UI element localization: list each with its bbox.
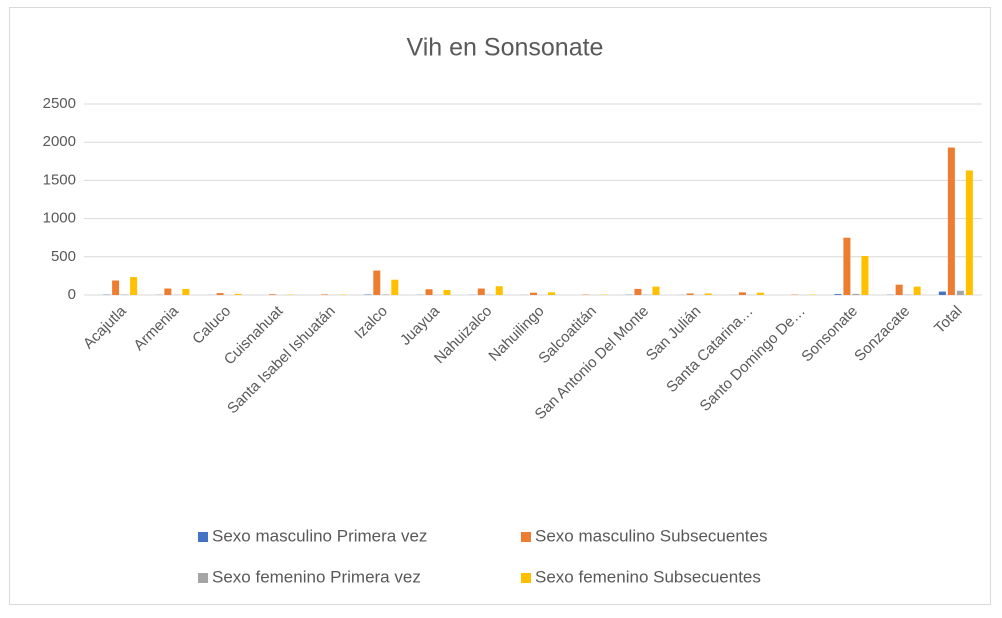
chart-title: Vih en Sonsonate (407, 34, 604, 62)
bar (391, 280, 398, 295)
legend-swatch (198, 573, 208, 583)
y-tick-label: 500 (51, 248, 76, 265)
bar (705, 293, 712, 295)
bar (426, 289, 433, 295)
bar (478, 289, 485, 295)
y-tick-label: 2500 (43, 95, 76, 112)
chart-border (10, 8, 991, 605)
legend-label: Sexo femenino Primera vez (212, 567, 421, 586)
bar (739, 292, 746, 295)
bar (948, 148, 955, 295)
bar (843, 238, 850, 295)
bar (834, 294, 841, 295)
bar (966, 170, 973, 295)
bar (957, 291, 964, 295)
bar (939, 292, 946, 295)
bar (634, 289, 641, 295)
bar (382, 294, 389, 295)
bar (861, 256, 868, 295)
legend-label: Sexo femenino Subsecuentes (535, 567, 761, 586)
legend-swatch (198, 532, 208, 542)
bar (530, 293, 537, 295)
bar (914, 287, 921, 295)
y-tick-label: 2000 (43, 133, 76, 150)
bar (757, 293, 764, 295)
y-tick-label: 1500 (43, 171, 76, 188)
bar (130, 277, 137, 295)
bar (269, 294, 276, 295)
bar (687, 293, 694, 295)
y-tick-label: 0 (68, 286, 76, 303)
bar (321, 294, 328, 295)
bar (852, 294, 859, 295)
legend-swatch (521, 573, 531, 583)
bar (182, 289, 189, 295)
bar (112, 280, 119, 295)
bar (373, 271, 380, 295)
bar (896, 285, 903, 295)
bar (217, 293, 224, 295)
legend-label: Sexo masculino Subsecuentes (535, 526, 767, 545)
bar (235, 294, 242, 295)
legend-swatch (521, 532, 531, 542)
bar (548, 292, 555, 295)
bar (164, 289, 171, 295)
bar (652, 287, 659, 295)
legend-label: Sexo masculino Primera vez (212, 526, 427, 545)
bar (444, 290, 451, 295)
bar (496, 286, 503, 295)
y-tick-label: 1000 (43, 210, 76, 227)
